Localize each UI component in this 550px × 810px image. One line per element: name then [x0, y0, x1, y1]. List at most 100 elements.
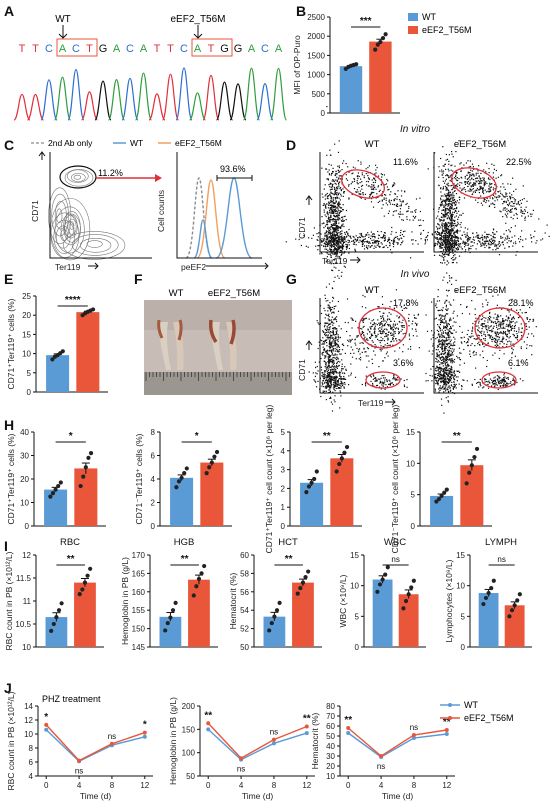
legend-c: 2nd Ab only WT eEF2_T56M [31, 138, 222, 148]
event-dot [447, 374, 449, 376]
event-dot [325, 241, 327, 243]
event-dot [442, 339, 444, 341]
event-dot [488, 200, 490, 202]
event-dot [465, 249, 467, 251]
event-dot [329, 220, 331, 222]
event-dot [334, 328, 336, 330]
event-dot [420, 233, 422, 235]
event-dot [352, 349, 354, 351]
event-dot [321, 238, 323, 240]
event-dot [374, 245, 376, 247]
event-dot [456, 206, 458, 209]
event-dot [447, 245, 450, 247]
event-dot [342, 385, 344, 387]
event-dot [494, 206, 496, 208]
panel-label-d: D [286, 137, 296, 153]
event-dot [510, 205, 512, 207]
event-dot [331, 210, 333, 212]
event-dot [329, 242, 331, 244]
event-dot [338, 372, 340, 374]
event-dot [371, 188, 373, 190]
event-dot [436, 377, 438, 379]
event-dot [342, 220, 344, 222]
event-dot [477, 237, 479, 239]
event-dot [441, 219, 443, 221]
event-dot [393, 308, 396, 310]
event-dot [441, 355, 443, 358]
event-dot [469, 189, 471, 191]
event-dot [442, 380, 444, 382]
event-dot [400, 330, 402, 332]
event-dot [448, 359, 450, 361]
a-mut-arrow [193, 25, 203, 39]
event-dot [491, 320, 493, 322]
event-dot [328, 204, 330, 206]
event-dot [361, 328, 363, 330]
event-dot [439, 219, 441, 222]
event-dot [467, 172, 469, 174]
event-dot [452, 208, 454, 210]
event-dot [380, 333, 382, 335]
chromatogram-peak [40, 79, 58, 121]
event-dot [387, 189, 389, 191]
event-dot [479, 182, 481, 184]
event-dot [441, 169, 443, 171]
event-dot [336, 197, 338, 199]
event-dot [467, 240, 469, 242]
event-dot [360, 178, 362, 180]
event-dot [326, 178, 328, 180]
event-dot [339, 246, 341, 248]
event-dot [435, 379, 437, 381]
event-dot [330, 183, 332, 185]
g-title: In vivo [401, 269, 430, 280]
event-dot [327, 335, 329, 337]
event-dot [475, 177, 477, 180]
event-dot [346, 247, 348, 249]
event-dot [379, 382, 381, 384]
event-dot [438, 207, 440, 209]
event-dot [406, 210, 408, 212]
event-dot [482, 243, 484, 245]
event-dot [484, 246, 486, 249]
event-dot [475, 236, 477, 238]
event-dot [365, 385, 367, 387]
event-dot [448, 330, 450, 332]
event-dot [381, 326, 383, 328]
event-dot [334, 174, 337, 177]
event-dot [334, 229, 337, 231]
event-dot [371, 239, 373, 241]
event-dot [479, 179, 481, 181]
event-dot [315, 381, 317, 383]
event-dot [337, 275, 339, 277]
event-dot [439, 334, 441, 336]
event-dot [505, 319, 507, 321]
event-dot [336, 225, 339, 227]
event-dot [326, 248, 328, 250]
event-dot [321, 353, 323, 355]
event-dot [348, 247, 350, 250]
event-dot [342, 244, 344, 246]
event-dot [509, 320, 511, 322]
event-dot [450, 378, 452, 380]
event-dot [440, 388, 442, 390]
event-dot [450, 367, 452, 369]
event-dot [439, 367, 441, 369]
panel-label-b: B [296, 3, 306, 19]
event-dot [339, 373, 341, 375]
event-dot [435, 367, 437, 369]
event-dot [332, 202, 334, 204]
event-dot [375, 188, 377, 190]
event-dot [331, 322, 333, 324]
event-dot [345, 174, 347, 176]
event-dot [474, 345, 476, 347]
event-dot [333, 360, 335, 362]
event-dot [324, 355, 326, 357]
event-dot [336, 243, 338, 245]
event-dot [345, 246, 347, 248]
event-dot [325, 194, 327, 196]
event-dot [465, 242, 467, 244]
event-dot [329, 359, 331, 361]
event-dot [375, 240, 377, 242]
event-dot [438, 309, 440, 312]
event-dot [370, 201, 373, 203]
